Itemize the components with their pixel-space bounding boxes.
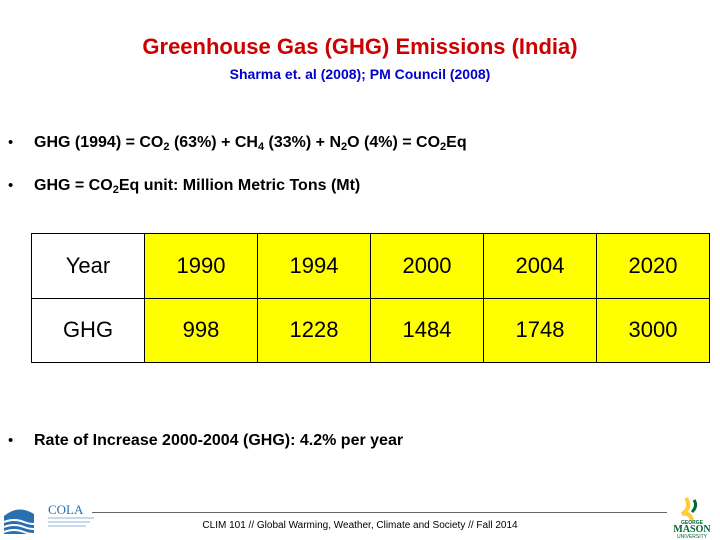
table-cell: 2004 xyxy=(483,233,597,299)
table-cell: 1748 xyxy=(483,297,597,363)
cola-logo-icon: COLA xyxy=(3,502,94,535)
gmu-logo-icon: GEORGE MASON UNIVERSITY xyxy=(673,496,711,540)
svg-text:GEORGE: GEORGE xyxy=(681,520,704,526)
svg-text:UNIVERSITY: UNIVERSITY xyxy=(677,534,708,540)
svg-text:COLA: COLA xyxy=(48,502,84,517)
table-cell: 2020 xyxy=(596,233,710,299)
footer-divider xyxy=(92,512,667,513)
table-cell: 1484 xyxy=(370,297,484,363)
bullet-ghg-composition: • GHG (1994) = CO2 (63%) + CH4 (33%) + N… xyxy=(8,134,467,153)
svg-text:MASON: MASON xyxy=(673,524,711,535)
bullet-dot: • xyxy=(8,432,14,449)
table-cell: 998 xyxy=(144,297,258,363)
table-cell: GHG xyxy=(31,297,145,363)
emissions-table: Year 1990 1994 2000 2004 2020 GHG 998 12… xyxy=(31,233,710,363)
table-cell: 1990 xyxy=(144,233,258,299)
table-cell: Year xyxy=(31,233,145,299)
bullet-rate-of-increase: • Rate of Increase 2000-2004 (GHG): 4.2%… xyxy=(8,432,403,450)
bullet-text: GHG (1994) = CO2 (63%) + CH4 (33%) + N2O… xyxy=(34,134,467,153)
table-cell: 1994 xyxy=(257,233,371,299)
bullet-text: GHG = CO2Eq unit: Million Metric Tons (M… xyxy=(34,177,361,196)
bullet-dot: • xyxy=(8,177,14,194)
table-cell: 1228 xyxy=(257,297,371,363)
table-row-ghg: GHG 998 1228 1484 1748 3000 xyxy=(31,297,710,363)
bullet-dot: • xyxy=(8,134,14,151)
bullet-text: Rate of Increase 2000-2004 (GHG): 4.2% p… xyxy=(34,432,404,449)
footer-course-text: CLIM 101 // Global Warming, Weather, Cli… xyxy=(202,520,518,531)
table-cell: 3000 xyxy=(596,297,710,363)
table-row-year: Year 1990 1994 2000 2004 2020 xyxy=(31,233,710,299)
bullet-ghg-unit: • GHG = CO2Eq unit: Million Metric Tons … xyxy=(8,177,361,196)
slide-subtitle: Sharma et. al (2008); PM Council (2008) xyxy=(229,66,491,82)
table-cell: 2000 xyxy=(370,233,484,299)
slide-title: Greenhouse Gas (GHG) Emissions (India) xyxy=(142,34,578,59)
